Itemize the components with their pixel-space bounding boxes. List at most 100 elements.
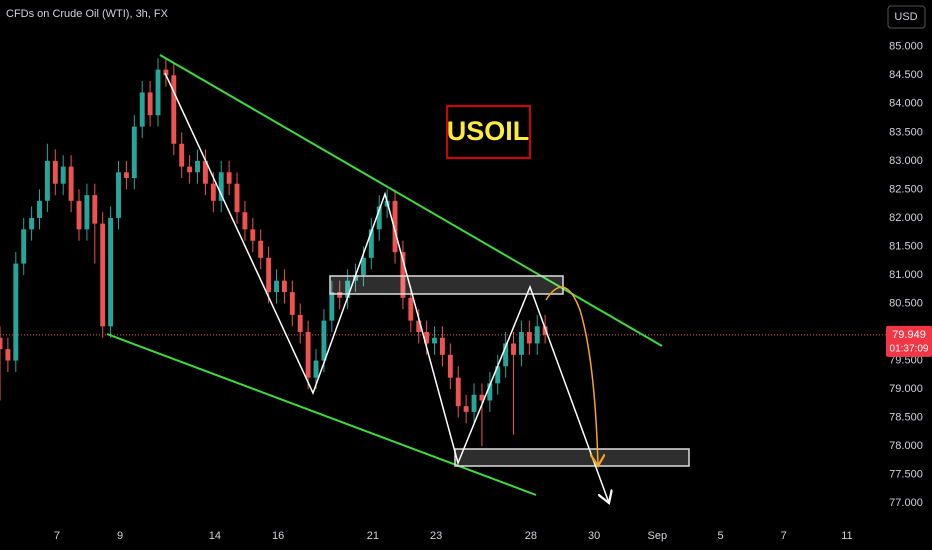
- y-tick-label: 77.000: [889, 497, 923, 509]
- candle-body: [455, 377, 461, 407]
- y-tick-label: 83.500: [889, 126, 923, 138]
- candle-body: [139, 92, 145, 127]
- candle-body: [511, 343, 516, 355]
- candle-body: [400, 252, 406, 298]
- candle-body: [487, 383, 493, 401]
- y-tick-label: 85.000: [889, 41, 923, 53]
- candle-body: [234, 183, 240, 213]
- x-tick-label: 7: [781, 530, 787, 542]
- x-tick-label: 5: [717, 530, 723, 542]
- y-tick-label: 79.000: [889, 383, 923, 395]
- y-tick-label: 78.000: [889, 440, 923, 452]
- candle-body: [21, 229, 27, 264]
- candle-body: [123, 172, 129, 178]
- candle-body: [542, 326, 548, 335]
- plot-area: [0, 58, 886, 447]
- y-tick-label: 79.500: [889, 354, 923, 366]
- x-tick-label: 11: [841, 530, 852, 542]
- candle-body: [155, 69, 161, 116]
- candle-body: [171, 75, 177, 144]
- x-tick-label: 7: [54, 530, 60, 542]
- drawings: USOIL: [106, 54, 690, 503]
- candle-body: [424, 332, 430, 344]
- candle-body: [92, 195, 98, 224]
- candle-body: [321, 320, 327, 361]
- candle-body: [100, 223, 106, 327]
- candle-body: [195, 160, 200, 173]
- candle-body: [447, 354, 453, 378]
- candle-body: [13, 263, 19, 361]
- x-tick-label: 23: [430, 530, 442, 542]
- countdown: 01:37:09: [890, 344, 929, 355]
- zigzag-path: [164, 72, 609, 503]
- candle-body: [202, 160, 208, 184]
- candle-body: [289, 292, 295, 315]
- candle-body: [187, 166, 193, 173]
- candle-body: [5, 349, 11, 361]
- candle-body: [44, 160, 50, 201]
- candle-body: [297, 314, 303, 333]
- candle-body: [479, 394, 485, 401]
- candle-body: [226, 172, 232, 184]
- candle-body: [266, 257, 272, 293]
- x-tick-label: Sep: [648, 530, 668, 542]
- candle-body: [258, 240, 264, 258]
- y-tick-label: 81.000: [889, 269, 923, 281]
- candle-body: [313, 360, 319, 378]
- candle-body: [84, 195, 90, 230]
- candle-body: [179, 143, 185, 167]
- y-tick-label: 78.500: [889, 412, 923, 424]
- x-tick-label: 16: [272, 530, 284, 542]
- x-tick-label: 30: [588, 530, 600, 542]
- candle-body: [495, 366, 501, 384]
- candle-body: [360, 257, 366, 275]
- y-tick-label: 77.500: [889, 469, 923, 481]
- zone-box: [329, 275, 564, 295]
- trend-line: [159, 54, 663, 347]
- candle-body: [345, 280, 351, 298]
- candle-body: [163, 69, 169, 76]
- candle-body: [210, 183, 216, 201]
- y-tick-label: 81.500: [889, 240, 923, 252]
- y-tick-label: 82.000: [889, 212, 923, 224]
- candle-body: [329, 292, 335, 321]
- candle-body: [471, 394, 477, 412]
- y-tick-label: 84.000: [889, 98, 923, 110]
- candle-body: [131, 126, 137, 178]
- label-box: [446, 105, 531, 159]
- candle-body: [147, 92, 153, 116]
- currency[interactable]: USD: [894, 11, 917, 23]
- candle-body: [218, 172, 224, 201]
- y-tick-label: 80.500: [889, 297, 923, 309]
- candle-body: [526, 332, 532, 344]
- candle-body: [353, 274, 358, 281]
- candle-body: [29, 217, 35, 230]
- candle-body: [416, 320, 422, 333]
- currency-button[interactable]: [887, 5, 926, 29]
- candle-body: [68, 166, 74, 201]
- y-tick-label: 83.000: [889, 155, 923, 167]
- candle-body: [108, 217, 114, 327]
- y-tick-label: 84.500: [889, 69, 923, 81]
- candle-body: [274, 280, 279, 293]
- candle-body: [76, 200, 82, 230]
- candle-body: [250, 229, 256, 241]
- y-tick-label: 82.500: [889, 183, 923, 195]
- candle-body: [60, 166, 66, 184]
- annotation: USOIL: [447, 116, 530, 146]
- candle-body: [0, 337, 3, 350]
- price-tag: [886, 325, 932, 357]
- candle-body: [305, 332, 311, 378]
- candle-body: [392, 200, 398, 253]
- candle-body: [281, 280, 287, 293]
- candle-body: [337, 292, 343, 298]
- x-tick-label: 14: [209, 530, 221, 542]
- chart-title: CFDs on Crude Oil (WTI), 3h, FX: [6, 8, 169, 20]
- candle-body: [37, 200, 42, 218]
- projection-curve: [545, 286, 598, 466]
- candle-body: [503, 343, 509, 367]
- candle-body: [376, 206, 382, 230]
- trend-line: [106, 333, 537, 496]
